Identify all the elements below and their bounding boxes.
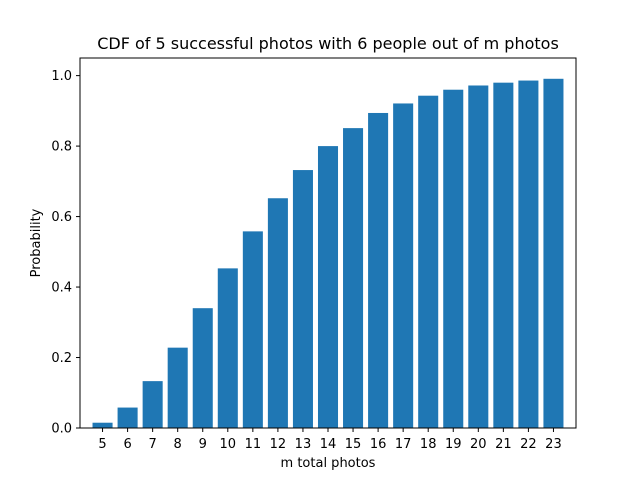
bars-group	[92, 78, 564, 429]
y-axis-label: Probability	[29, 208, 44, 277]
bar-13	[292, 170, 313, 428]
x-tick-label-7: 7	[149, 437, 157, 452]
x-tick-label-21: 21	[495, 437, 512, 452]
bar-8	[167, 347, 188, 428]
x-tick-label-23: 23	[545, 437, 562, 452]
x-tick-label-20: 20	[470, 437, 487, 452]
x-tick-label-13: 13	[295, 437, 312, 452]
bar-6	[117, 407, 138, 428]
bar-17	[393, 103, 414, 429]
bar-16	[368, 112, 389, 428]
bar-21	[493, 82, 514, 429]
x-tick-label-22: 22	[520, 437, 537, 452]
bar-23	[543, 78, 564, 428]
bar-18	[418, 95, 439, 428]
bar-20	[468, 85, 489, 429]
y-tick-label-0.8: 0.8	[51, 140, 72, 155]
x-tick-label-14: 14	[320, 437, 337, 452]
bar-7	[142, 381, 163, 428]
chart-title: CDF of 5 successful photos with 6 people…	[97, 34, 559, 53]
bar-10	[217, 268, 238, 428]
x-tick-label-6: 6	[123, 437, 131, 452]
bar-14	[317, 146, 339, 428]
y-tick-label-0.0: 0.0	[51, 422, 72, 437]
bar-19	[443, 89, 464, 429]
x-tick-label-5: 5	[98, 437, 106, 452]
y-axis-ticks: 0.0 0.2 0.4 0.6 0.8 1.0	[51, 69, 80, 437]
x-tick-label-9: 9	[199, 437, 207, 452]
y-tick-label-0.6: 0.6	[51, 210, 72, 225]
x-tick-label-18: 18	[420, 437, 437, 452]
y-tick-label-1.0: 1.0	[51, 69, 72, 84]
y-tick-label-0.4: 0.4	[51, 281, 72, 296]
bar-11	[242, 231, 263, 428]
x-tick-label-15: 15	[345, 437, 362, 452]
x-tick-label-19: 19	[445, 437, 462, 452]
plot-frame	[79, 57, 577, 429]
x-tick-label-11: 11	[245, 437, 262, 452]
x-axis-ticks: 5 6 7 8 9 10 11 12 13 14 15 16 17 18 19 20 21 22 23	[98, 428, 562, 452]
x-tick-label-17: 17	[395, 437, 412, 452]
bar-5	[92, 422, 113, 428]
bar-9	[192, 308, 213, 428]
x-tick-label-12: 12	[270, 437, 287, 452]
y-tick-label-0.2: 0.2	[51, 351, 72, 366]
x-axis-label: m total photos	[281, 456, 376, 471]
bar-12	[267, 198, 288, 428]
x-tick-label-16: 16	[370, 437, 387, 452]
x-tick-label-10: 10	[220, 437, 237, 452]
bar-22	[518, 80, 539, 429]
x-tick-label-8: 8	[174, 437, 182, 452]
bar-15	[343, 128, 364, 428]
